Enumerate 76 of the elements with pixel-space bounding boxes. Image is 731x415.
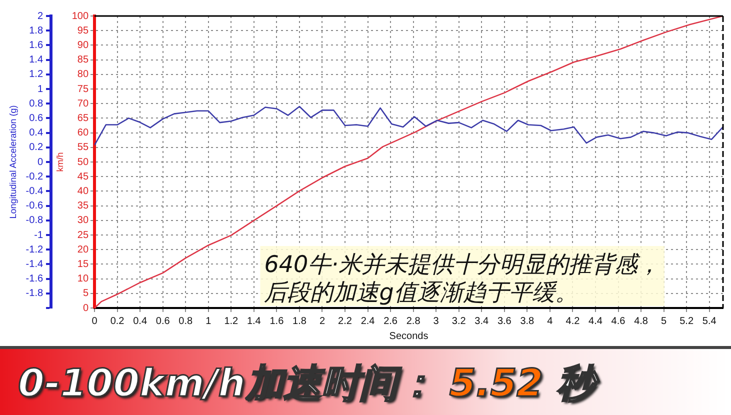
y-tick-label: -1.8 xyxy=(26,288,44,300)
x-tick-label: 3.4 xyxy=(474,316,490,327)
y2-tick-label: 65 xyxy=(77,112,89,124)
y2-tick-label: 45 xyxy=(77,171,89,182)
y2-tick-label: 90 xyxy=(77,40,89,51)
x-tick-label: 5.4 xyxy=(702,316,717,327)
x-tick-label: 1.6 xyxy=(270,316,284,327)
y2-tick-label: 85 xyxy=(77,54,89,66)
annotation: 640牛·米并未提供十分明显的推背感， xyxy=(264,252,660,278)
y2-tick-label: 70 xyxy=(77,98,89,110)
y2-tick-label: 95 xyxy=(77,25,89,36)
y-tick-label: 0.2 xyxy=(29,142,44,154)
x-tick-label: 0.2 xyxy=(110,316,125,327)
y-tick-label: -1 xyxy=(34,230,44,241)
x-axis-title: Seconds xyxy=(389,330,428,342)
x-tick-label: 4 xyxy=(547,316,554,327)
y-tick-label: 0.6 xyxy=(29,112,44,124)
y2-tick-label: 0 xyxy=(82,302,89,314)
y2-tick-label: 15 xyxy=(77,258,89,270)
x-tick-label: 4.2 xyxy=(566,316,580,327)
x-tick-label: 0.8 xyxy=(178,316,193,327)
text: 5.52 xyxy=(449,361,544,405)
y-tick-label: 1 xyxy=(37,84,44,95)
y-tick-label: -1.4 xyxy=(26,258,44,270)
y-tick-label: -0.6 xyxy=(26,200,44,212)
y-tick-label: 0 xyxy=(37,156,44,168)
x-tick-label: 5.2 xyxy=(680,316,694,327)
y2-tick-label: 100 xyxy=(72,10,89,22)
x-tick-label: 2.8 xyxy=(406,316,421,327)
y-tick-label: -0.8 xyxy=(26,215,44,226)
y2-tick-label: 55 xyxy=(77,142,89,154)
y2-tick-label: 30 xyxy=(77,215,89,226)
y-tick-label: 1.2 xyxy=(29,69,44,80)
y2-tick-label: 50 xyxy=(77,156,89,168)
y2-tick-label: 75 xyxy=(77,84,89,95)
y2-axis-title: km/h xyxy=(54,152,65,172)
y-tick-label: 2 xyxy=(37,10,44,22)
y2-tick-label: 80 xyxy=(77,69,89,80)
x-tick-label: 5 xyxy=(661,316,668,327)
x-tick-label: 1.4 xyxy=(246,316,262,327)
y-tick-label: 0.4 xyxy=(29,128,44,139)
y2-tick-label: 5 xyxy=(82,288,89,300)
x-tick-label: 4.6 xyxy=(611,316,626,327)
x-tick-label: 2.4 xyxy=(360,316,376,327)
y-tick-label: -1.6 xyxy=(26,274,44,285)
x-tick-label: 2.6 xyxy=(384,316,398,327)
x-tick-label: 4.8 xyxy=(634,316,648,327)
text: 0-100km/h加速时间： xyxy=(18,360,436,406)
x-tick-label: 3 xyxy=(433,316,440,327)
x-tick-label: 3.2 xyxy=(452,316,466,327)
x-tick-label: 0.6 xyxy=(156,316,170,327)
x-tick-label: 1.2 xyxy=(224,316,239,327)
x-tick-label: 1.8 xyxy=(292,316,307,327)
y-tick-label: 1.8 xyxy=(29,25,44,36)
x-tick-label: 0.4 xyxy=(133,316,148,327)
y-tick-label: 1.6 xyxy=(29,40,44,51)
y2-tick-label: 25 xyxy=(77,230,89,241)
y2-tick-label: 20 xyxy=(77,244,89,256)
annotation: 后段的加速g值逐渐趋于平缓。 xyxy=(264,280,578,306)
y-tick-label: -0.2 xyxy=(26,171,44,182)
x-tick-label: 2.2 xyxy=(338,316,352,327)
y2-tick-label: 60 xyxy=(77,128,89,139)
y-tick-label: -1.2 xyxy=(26,244,44,256)
x-tick-label: 0 xyxy=(92,316,98,327)
y2-tick-label: 10 xyxy=(77,274,89,285)
x-tick-label: 2 xyxy=(319,316,326,327)
y2-tick-label: 40 xyxy=(77,186,89,197)
x-tick-label: 4.4 xyxy=(588,316,603,327)
y-tick-label: 0.8 xyxy=(29,98,44,110)
x-tick-label: 3.6 xyxy=(497,316,512,327)
x-tick-label: 1 xyxy=(206,316,212,327)
y2-tick-label: 35 xyxy=(77,200,89,212)
y-tick-label: 1.4 xyxy=(29,54,44,66)
y-axis-title: Longitudinal Acceleration (g) xyxy=(8,105,18,219)
y-tick-label: -0.4 xyxy=(26,186,44,197)
x-tick-label: 3.8 xyxy=(520,316,535,327)
